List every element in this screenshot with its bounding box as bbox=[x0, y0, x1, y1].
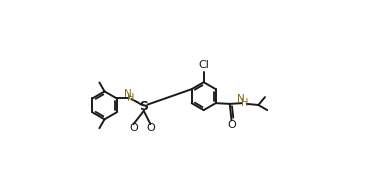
Text: S: S bbox=[139, 100, 148, 113]
Text: N: N bbox=[237, 94, 245, 104]
Text: O: O bbox=[146, 124, 155, 134]
Text: N: N bbox=[124, 89, 132, 99]
Text: H: H bbox=[241, 98, 249, 108]
Text: O: O bbox=[227, 120, 236, 130]
Text: H: H bbox=[127, 93, 134, 103]
Text: Cl: Cl bbox=[198, 60, 209, 70]
Text: O: O bbox=[129, 124, 138, 134]
